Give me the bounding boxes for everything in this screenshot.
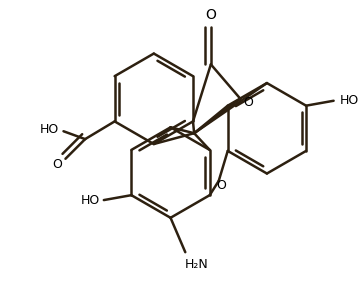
Text: O: O [205, 8, 216, 22]
Text: HO: HO [81, 194, 100, 207]
Text: O: O [217, 179, 227, 192]
Text: H₂N: H₂N [185, 258, 209, 271]
Text: HO: HO [40, 123, 59, 136]
Text: O: O [243, 96, 253, 109]
Text: O: O [53, 158, 62, 171]
Text: HO: HO [340, 94, 359, 107]
